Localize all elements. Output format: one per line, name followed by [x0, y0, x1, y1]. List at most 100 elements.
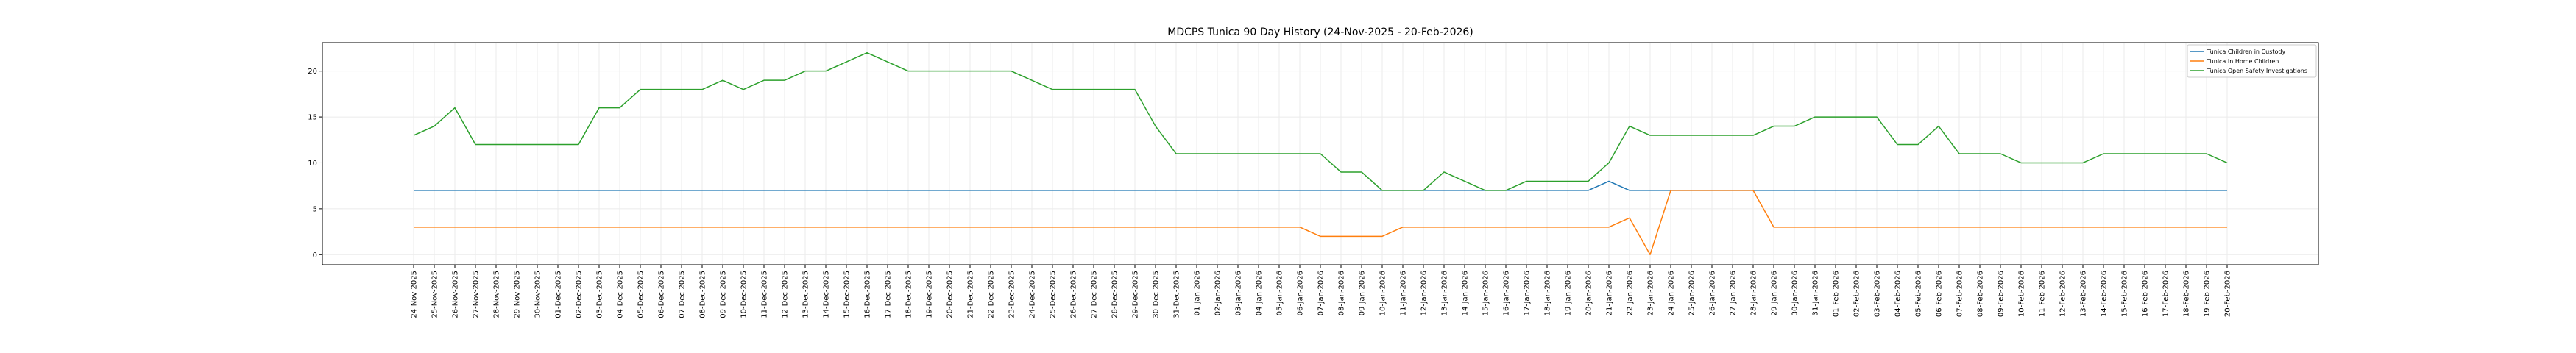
x-tick-label: 09-Feb-2026 [1998, 271, 2006, 317]
x-tick-label: 10-Jan-2026 [1379, 271, 1387, 315]
x-tick-label: 20-Dec-2025 [946, 271, 955, 318]
x-tick-label: 02-Dec-2025 [576, 271, 584, 318]
x-tick-label: 17-Dec-2025 [885, 271, 893, 318]
y-axis: 0 5 10 15 20 [308, 68, 322, 260]
x-tick-label: 25-Nov-2025 [431, 271, 439, 318]
x-tick-label: 07-Feb-2026 [1956, 271, 1964, 317]
x-tick-label: 17-Jan-2026 [1524, 271, 1532, 315]
x-tick-label: 06-Dec-2025 [658, 271, 666, 318]
series-line-tunica-in-home-children [414, 190, 2227, 256]
x-tick-label: 26-Jan-2026 [1709, 271, 1717, 315]
x-tick-label: 02-Feb-2026 [1853, 271, 1861, 317]
x-tick-label: 04-Dec-2025 [617, 271, 625, 318]
legend-box [2187, 44, 2317, 78]
y-tick-label: 20 [308, 68, 317, 76]
x-tick-label: 09-Jan-2026 [1359, 271, 1367, 315]
x-tick-label: 16-Feb-2026 [2142, 271, 2150, 317]
x-tick-label: 22-Dec-2025 [988, 271, 996, 318]
x-tick-label: 04-Feb-2026 [1894, 271, 1903, 317]
x-tick-label: 18-Dec-2025 [905, 271, 913, 318]
x-tick-label: 02-Jan-2026 [1214, 271, 1222, 315]
x-tick-label: 08-Feb-2026 [1977, 271, 1985, 317]
legend-label: Tunica In Home Children [2207, 58, 2279, 65]
legend-label: Tunica Open Safety Investigations [2207, 68, 2307, 74]
x-tick-label: 15-Feb-2026 [2121, 271, 2129, 317]
x-tick-label: 25-Jan-2026 [1688, 271, 1696, 315]
x-tick-label: 14-Jan-2026 [1462, 271, 1470, 315]
x-tick-label: 26-Dec-2025 [1070, 271, 1078, 318]
x-tick-label: 10-Dec-2025 [740, 271, 749, 318]
x-tick-label: 28-Jan-2026 [1750, 271, 1758, 315]
y-tick-label: 10 [308, 160, 317, 168]
x-tick-label: 01-Dec-2025 [555, 271, 563, 318]
x-tick-label: 10-Feb-2026 [2018, 271, 2026, 317]
x-tick-label: 16-Jan-2026 [1503, 271, 1511, 315]
x-tick-label: 01-Jan-2026 [1194, 271, 1202, 315]
x-axis: 24-Nov-2025 25-Nov-2025 26-Nov-2025 27-Nov-… [411, 265, 2232, 318]
x-tick-label: 03-Feb-2026 [1874, 271, 1882, 317]
x-tick-label: 31-Jan-2026 [1812, 271, 1820, 315]
x-tick-label: 13-Dec-2025 [802, 271, 810, 318]
x-tick-label: 19-Dec-2025 [926, 271, 934, 318]
legend: Tunica Children in Custody Tunica In Home… [2187, 44, 2317, 78]
x-tick-label: 27-Dec-2025 [1091, 271, 1099, 318]
x-tick-label: 05-Dec-2025 [637, 271, 645, 318]
x-tick-label: 20-Jan-2026 [1585, 271, 1593, 315]
x-tick-label: 23-Jan-2026 [1647, 271, 1655, 315]
x-tick-label: 27-Jan-2026 [1730, 271, 1738, 315]
legend-label: Tunica Children in Custody [2207, 49, 2285, 55]
x-tick-label: 23-Dec-2025 [1008, 271, 1016, 318]
x-tick-label: 29-Jan-2026 [1771, 271, 1779, 315]
x-tick-label: 06-Feb-2026 [1936, 271, 1944, 317]
x-tick-label: 08-Dec-2025 [699, 271, 707, 318]
x-tick-label: 11-Feb-2026 [2039, 271, 2047, 317]
x-tick-label: 30-Nov-2025 [534, 271, 542, 318]
x-tick-label: 13-Jan-2026 [1441, 271, 1449, 315]
y-tick-label: 5 [313, 205, 317, 213]
x-tick-label: 30-Dec-2025 [1153, 271, 1161, 318]
x-tick-label: 17-Feb-2026 [2162, 271, 2170, 317]
x-tick-label: 19-Jan-2026 [1565, 271, 1573, 315]
x-tick-label: 07-Jan-2026 [1317, 271, 1326, 315]
series-lines [413, 51, 2228, 256]
x-tick-label: 14-Dec-2025 [823, 271, 831, 318]
x-tick-label: 28-Nov-2025 [493, 271, 501, 318]
series-line-tunica-open-safety-investigations [413, 51, 2228, 191]
x-tick-label: 03-Dec-2025 [596, 271, 604, 318]
x-tick-label: 24-Nov-2025 [411, 271, 419, 318]
x-tick-label: 22-Jan-2026 [1627, 271, 1635, 315]
x-tick-label: 08-Jan-2026 [1338, 271, 1346, 315]
x-tick-label: 07-Dec-2025 [679, 271, 687, 318]
x-tick-label: 06-Jan-2026 [1297, 271, 1305, 315]
x-tick-label: 31-Dec-2025 [1173, 271, 1181, 318]
x-tick-label: 01-Feb-2026 [1833, 271, 1841, 317]
x-tick-label: 05-Feb-2026 [1915, 271, 1923, 317]
x-tick-label: 12-Feb-2026 [2059, 271, 2067, 317]
x-tick-label: 24-Dec-2025 [1029, 271, 1037, 318]
grid [322, 43, 2318, 265]
x-tick-label: 28-Dec-2025 [1111, 271, 1119, 318]
x-tick-label: 18-Feb-2026 [2183, 271, 2191, 317]
y-tick-label: 0 [313, 252, 317, 260]
x-tick-label: 27-Nov-2025 [473, 271, 481, 318]
x-tick-label: 12-Jan-2026 [1420, 271, 1429, 315]
x-tick-label: 25-Dec-2025 [1050, 271, 1058, 318]
x-tick-label: 04-Jan-2026 [1256, 271, 1264, 315]
series-line-tunica-children-in-custody [414, 180, 2227, 191]
x-tick-label: 20-Feb-2026 [2224, 271, 2232, 317]
x-tick-label: 11-Dec-2025 [761, 271, 769, 318]
chart-title: MDCPS Tunica 90 Day History (24-Nov-2025… [1167, 26, 1473, 38]
x-tick-label: 18-Jan-2026 [1544, 271, 1552, 315]
x-tick-label: 11-Jan-2026 [1400, 271, 1408, 315]
x-tick-label: 12-Dec-2025 [782, 271, 790, 318]
x-tick-label: 29-Dec-2025 [1132, 271, 1140, 318]
x-tick-label: 24-Jan-2026 [1668, 271, 1676, 315]
y-tick-label: 15 [308, 114, 317, 122]
x-tick-label: 13-Feb-2026 [2080, 271, 2088, 317]
x-tick-label: 30-Jan-2026 [1791, 271, 1800, 315]
x-tick-label: 26-Nov-2025 [452, 271, 460, 318]
x-tick-label: 16-Dec-2025 [864, 271, 872, 318]
x-tick-label: 15-Jan-2026 [1482, 271, 1490, 315]
